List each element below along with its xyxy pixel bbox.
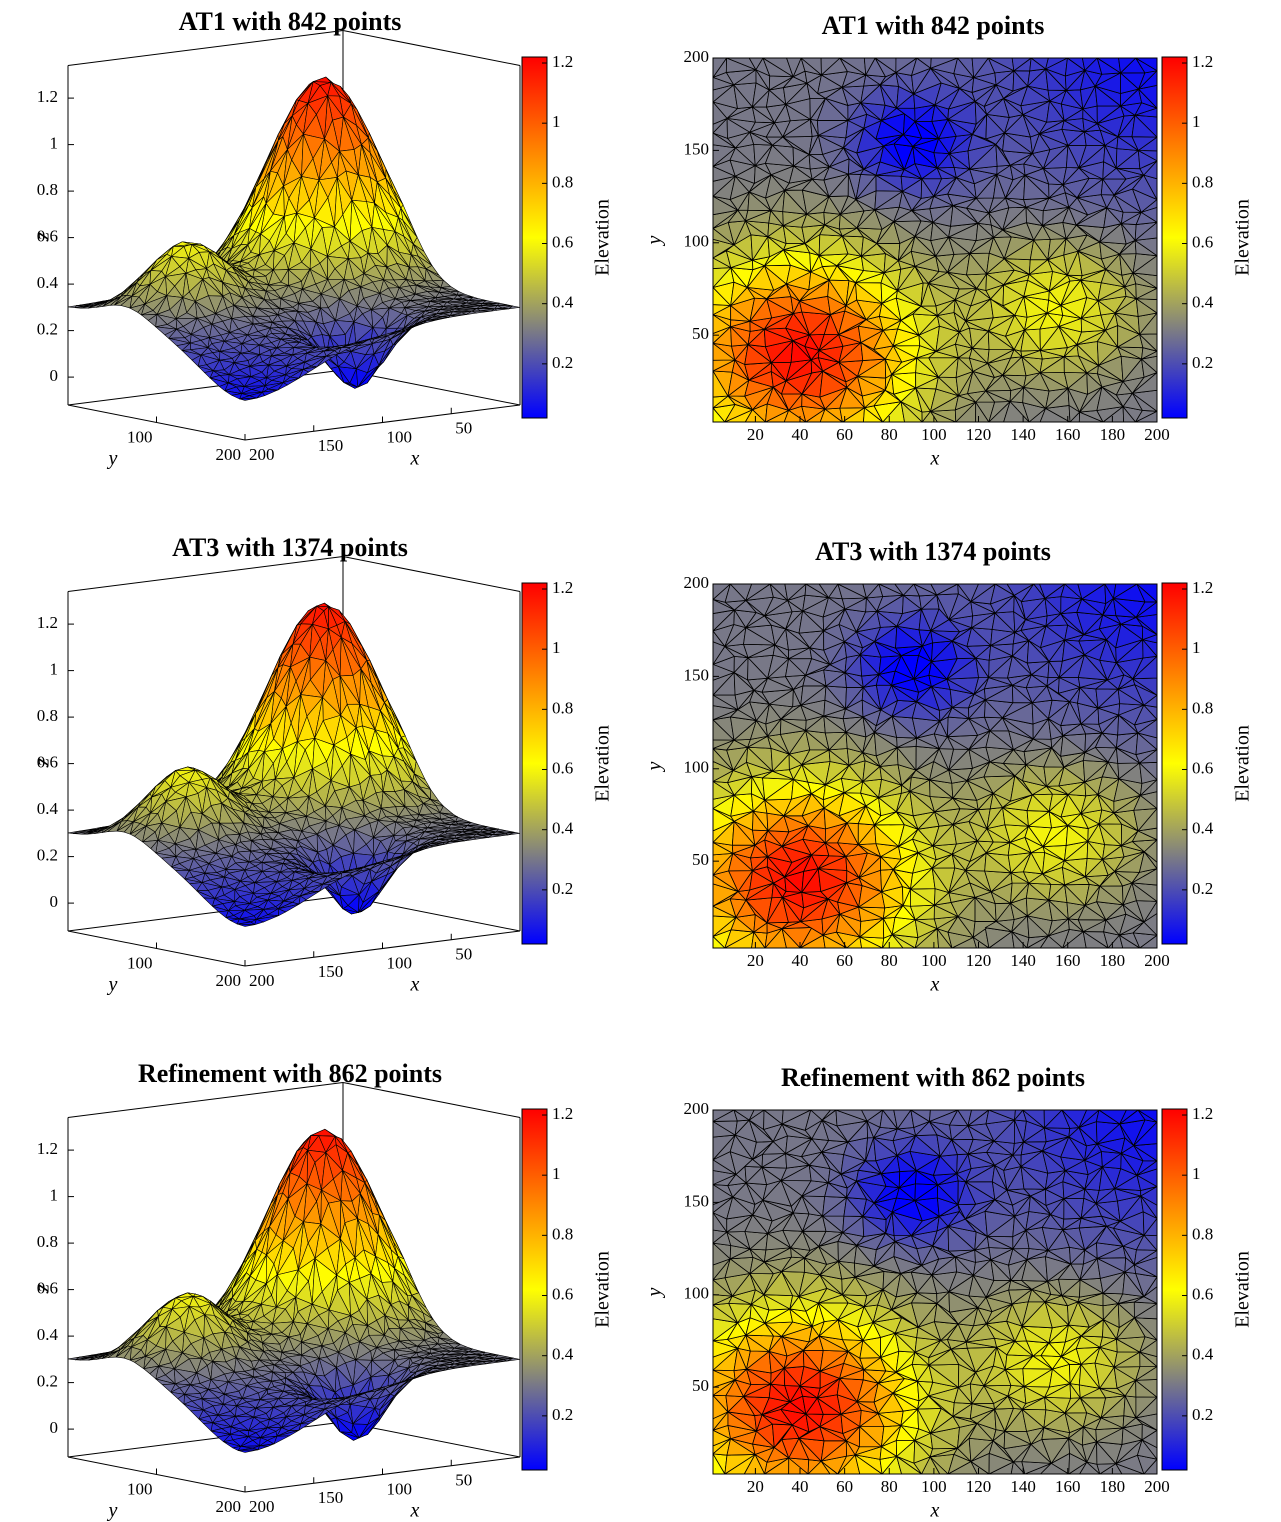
z-tick-label: 1.2	[37, 613, 58, 632]
z-tick-label: 0	[50, 892, 59, 911]
x-tick-label: 150	[318, 436, 344, 455]
x-tick-label: 80	[881, 425, 898, 444]
z-tick-label: 1.2	[37, 87, 58, 106]
y-axis-label: y	[644, 235, 666, 246]
x-tick-label: 40	[792, 425, 809, 444]
x-tick-label: 100	[921, 425, 947, 444]
colorbar-tick-label: 0.2	[552, 879, 573, 898]
x-tick-label: 50	[455, 945, 472, 964]
colorbar-tick-label: 0.8	[552, 172, 573, 191]
z-tick-label: 0.2	[37, 846, 58, 865]
colorbar-tick-label: 1	[552, 112, 561, 131]
x-tick-label: 200	[249, 445, 275, 464]
x-tick-label: 140	[1010, 425, 1036, 444]
colorbar-tick-label: 1	[1192, 112, 1201, 131]
x-tick-label: 60	[836, 425, 853, 444]
x-tick-label: 200	[249, 971, 275, 990]
mesh-triangle	[68, 306, 76, 308]
z-tick-label: 1	[50, 660, 59, 679]
x-tick-label: 200	[1144, 425, 1170, 444]
y-tick-label: 200	[216, 445, 242, 464]
x-axis-label: x	[410, 448, 420, 470]
z-tick-label: 0.4	[37, 799, 59, 818]
x-tick-label: 120	[966, 425, 992, 444]
x-tick-label: 180	[1100, 425, 1126, 444]
y-tick-label: 200	[216, 971, 242, 990]
x-tick-label: 150	[318, 962, 344, 981]
colorbar-tick-label: 0.8	[1192, 172, 1213, 191]
x-axis-label: x	[930, 448, 940, 470]
y-tick-label: 150	[684, 139, 710, 158]
y-axis-label: y	[107, 448, 118, 470]
colorbar-tick-label: 0.4	[552, 293, 574, 312]
z-tick-label: 0.2	[37, 320, 58, 339]
z-axis-label: z	[32, 232, 54, 241]
y-tick-label: 100	[684, 232, 710, 251]
colorbar-tick-label: 0.4	[1192, 293, 1214, 312]
x-tick-label: 100	[387, 953, 413, 972]
y-axis-label: y	[107, 974, 118, 996]
z-tick-label: 1	[50, 134, 59, 153]
colorbar-tick-label: 0.2	[1192, 353, 1213, 372]
colorbar-tick-label: 0.6	[552, 758, 573, 777]
y-tick-label: 100	[127, 427, 153, 446]
x-tick-label: 50	[455, 419, 472, 438]
y-tick-label: 100	[127, 953, 153, 972]
colorbar-label: Elevation	[592, 725, 614, 802]
colorbar-tick-label: 1.2	[552, 52, 573, 71]
chart-title: AT1 with 842 points	[179, 7, 402, 36]
colorbar-tick-label: 0.4	[552, 819, 574, 838]
z-tick-label: 0.4	[37, 273, 59, 292]
z-tick-label: 0	[50, 366, 59, 385]
colorbar-tick-label: 1.2	[1192, 52, 1213, 71]
colorbar-tick-label: 0.6	[552, 232, 573, 251]
x-tick-label: 20	[747, 425, 764, 444]
y-tick-label: 200	[684, 47, 710, 66]
colorbar-tick-label: 1.2	[552, 578, 573, 597]
colorbar-label: Elevation	[1232, 199, 1254, 276]
colorbar-tick-label: 0.6	[1192, 232, 1213, 251]
z-tick-label: 0.8	[37, 180, 58, 199]
x-axis-label: x	[410, 974, 420, 996]
chart-title: AT3 with 1374 points	[172, 533, 408, 562]
colorbar-tick-label: 0.8	[552, 698, 573, 717]
z-tick-label: 0.8	[37, 706, 58, 725]
x-tick-label: 100	[387, 427, 413, 446]
x-tick-label: 160	[1055, 425, 1081, 444]
chart-title: AT1 with 842 points	[822, 11, 1045, 40]
colorbar-tick-label: 0.2	[552, 353, 573, 372]
colorbar-tick-label: 1	[552, 638, 561, 657]
colorbar-label: Elevation	[592, 199, 614, 276]
z-axis-label: z	[32, 758, 54, 767]
y-tick-label: 50	[692, 324, 709, 343]
mesh-triangle	[237, 924, 254, 926]
